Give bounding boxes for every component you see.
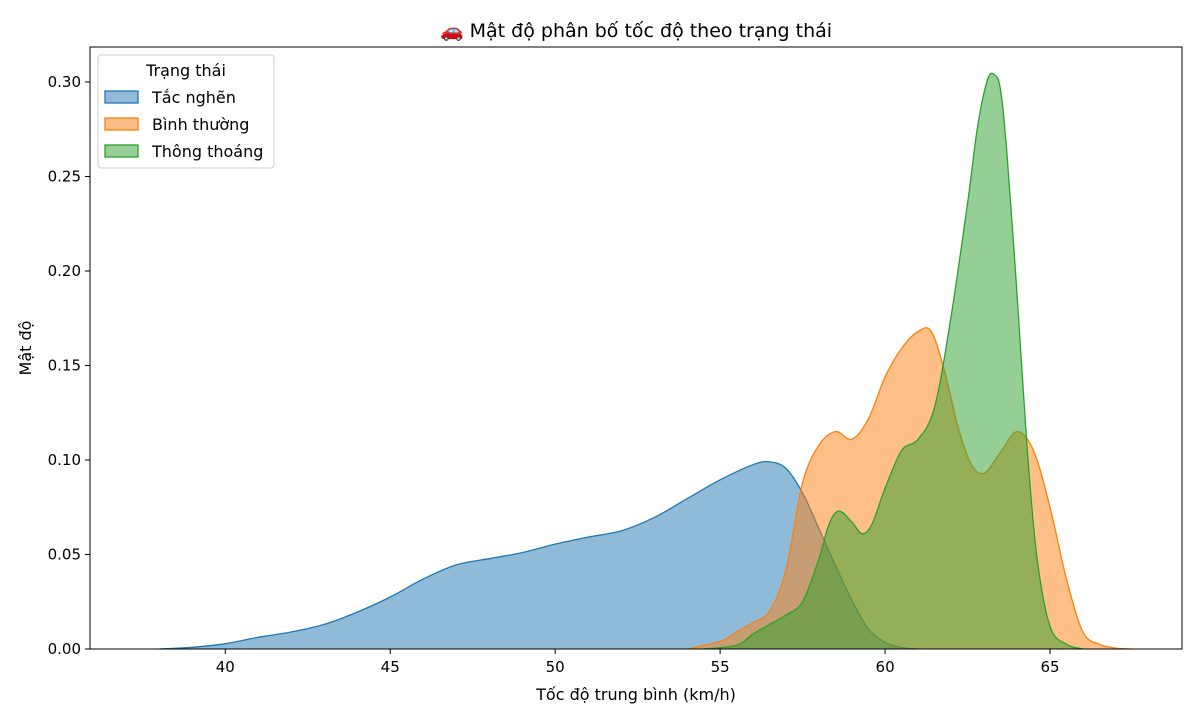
chart-title: 🚗 Mật độ phân bố tốc độ theo trạng thái bbox=[440, 20, 832, 42]
x-tick-label: 55 bbox=[711, 658, 730, 676]
plot-area bbox=[159, 72, 1133, 650]
x-tick-label: 65 bbox=[1040, 658, 1059, 676]
density-area-series-1 bbox=[159, 461, 919, 649]
y-tick-label: 0.20 bbox=[48, 262, 81, 280]
plot-frame bbox=[89, 46, 1183, 650]
legend-swatch bbox=[104, 117, 139, 131]
legend-label: Bình thường bbox=[152, 115, 249, 134]
x-axis: 40 45 50 55 60 65 bbox=[216, 649, 1060, 676]
y-tick-label: 0.25 bbox=[48, 167, 81, 185]
legend-title: Trạng thái bbox=[145, 61, 226, 80]
density-area-series-3 bbox=[703, 73, 1083, 649]
legend-swatch bbox=[104, 144, 139, 158]
y-tick-label: 0.15 bbox=[48, 356, 81, 374]
y-axis: 0.00 0.05 0.10 0.15 0.20 0.25 0.30 bbox=[48, 73, 90, 658]
y-tick-label: 0.05 bbox=[48, 545, 81, 563]
y-tick-label: 0.30 bbox=[48, 73, 81, 91]
legend: Trạng thái Tắc nghẽn Bình thường Thông tho… bbox=[97, 54, 275, 169]
x-tick-label: 60 bbox=[876, 658, 895, 676]
x-tick-label: 45 bbox=[381, 658, 400, 676]
legend-frame bbox=[97, 54, 275, 169]
y-tick-label: 0.10 bbox=[48, 451, 81, 469]
x-axis-title: Tốc độ trung bình (km/h) bbox=[535, 685, 736, 704]
density-line-series-3 bbox=[703, 72, 1084, 650]
density-line-series-2 bbox=[686, 327, 1133, 650]
legend-label: Tắc nghẽn bbox=[151, 88, 236, 107]
legend-entries: Tắc nghẽn Bình thường Thông thoáng bbox=[104, 88, 263, 161]
y-axis-title: Mật độ bbox=[16, 321, 35, 376]
legend-swatch bbox=[104, 90, 139, 104]
legend-label: Thông thoáng bbox=[151, 142, 263, 161]
x-tick-label: 40 bbox=[216, 658, 235, 676]
y-tick-label: 0.00 bbox=[48, 640, 81, 658]
x-tick-label: 50 bbox=[546, 658, 565, 676]
